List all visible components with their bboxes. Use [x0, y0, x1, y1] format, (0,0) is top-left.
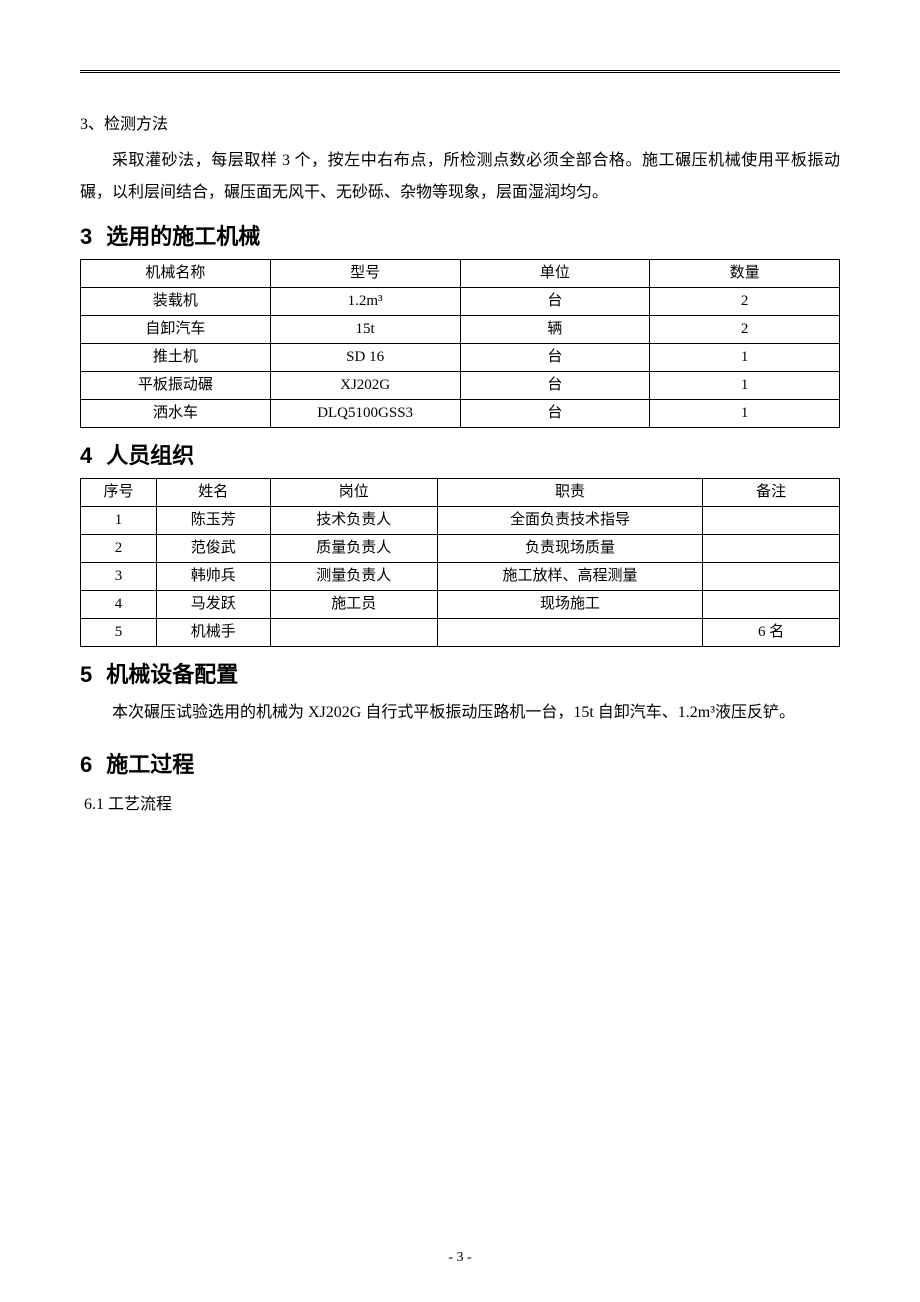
heading-number: 5 — [80, 662, 92, 688]
table-header-row: 机械名称型号单位数量 — [81, 260, 840, 288]
table-cell: 范俊武 — [156, 535, 270, 563]
table-row: 装载机1.2m³台2 — [81, 288, 840, 316]
table-header-cell: 数量 — [650, 260, 840, 288]
table-cell: 1.2m³ — [270, 288, 460, 316]
table-cell: 装载机 — [81, 288, 271, 316]
table-header-cell: 单位 — [460, 260, 650, 288]
subheading-detection-method: 3、检测方法 — [80, 109, 840, 141]
table-cell: 2 — [650, 288, 840, 316]
heading-section-5: 5 机械设备配置 — [80, 657, 840, 689]
table-row: 3韩帅兵测量负责人施工放样、高程测量 — [81, 563, 840, 591]
table-header-cell: 岗位 — [270, 479, 437, 507]
table-row: 4马发跃施工员现场施工 — [81, 591, 840, 619]
subheading-6-1: 6.1 工艺流程 — [84, 789, 840, 821]
table-cell: 台 — [460, 400, 650, 428]
table-cell — [703, 535, 840, 563]
table-header-cell: 姓名 — [156, 479, 270, 507]
table-header-cell: 备注 — [703, 479, 840, 507]
heading-number: 6 — [80, 752, 92, 778]
top-double-rule — [80, 70, 840, 73]
table-cell: DLQ5100GSS3 — [270, 400, 460, 428]
heading-number: 4 — [80, 443, 92, 469]
table-row: 推土机SD 16台1 — [81, 344, 840, 372]
table-row: 洒水车DLQ5100GSS3台1 — [81, 400, 840, 428]
table-cell: 台 — [460, 288, 650, 316]
heading-section-3: 3 选用的施工机械 — [80, 219, 840, 251]
table-cell: 3 — [81, 563, 157, 591]
paragraph-detection-method: 采取灌砂法，每层取样 3 个，按左中右布点，所检测点数必须全部合格。施工碾压机械… — [80, 145, 840, 209]
table-cell: 推土机 — [81, 344, 271, 372]
table-cell: 自卸汽车 — [81, 316, 271, 344]
table-cell: 2 — [81, 535, 157, 563]
table-row: 平板振动碾XJ202G台1 — [81, 372, 840, 400]
heading-number: 3 — [80, 224, 92, 250]
page-number: - 3 - — [0, 1250, 920, 1266]
table-row: 自卸汽车15t辆2 — [81, 316, 840, 344]
table-cell: 施工员 — [270, 591, 437, 619]
table-cell: 洒水车 — [81, 400, 271, 428]
table-row: 2范俊武质量负责人负责现场质量 — [81, 535, 840, 563]
table-row: 1陈玉芳技术负责人全面负责技术指导 — [81, 507, 840, 535]
table-header-cell: 职责 — [437, 479, 703, 507]
personnel-table: 序号姓名岗位职责备注 1陈玉芳技术负责人全面负责技术指导2范俊武质量负责人负责现… — [80, 478, 840, 647]
table-header-cell: 序号 — [81, 479, 157, 507]
table-cell: 技术负责人 — [270, 507, 437, 535]
heading-section-4: 4 人员组织 — [80, 438, 840, 470]
heading-section-6: 6 施工过程 — [80, 747, 840, 779]
table-cell: 1 — [650, 372, 840, 400]
table-cell: 机械手 — [156, 619, 270, 647]
table-header-cell: 型号 — [270, 260, 460, 288]
table-header-row: 序号姓名岗位职责备注 — [81, 479, 840, 507]
table-cell: 辆 — [460, 316, 650, 344]
table-cell: 质量负责人 — [270, 535, 437, 563]
table-cell: 1 — [81, 507, 157, 535]
table-cell: 1 — [650, 400, 840, 428]
table-cell — [703, 507, 840, 535]
table-cell: 平板振动碾 — [81, 372, 271, 400]
table-cell: 负责现场质量 — [437, 535, 703, 563]
table-cell: 现场施工 — [437, 591, 703, 619]
heading-text: 机械设备配置 — [106, 662, 238, 687]
table-cell: 5 — [81, 619, 157, 647]
machinery-table: 机械名称型号单位数量 装载机1.2m³台2自卸汽车15t辆2推土机SD 16台1… — [80, 259, 840, 428]
table-cell: XJ202G — [270, 372, 460, 400]
table-cell: 15t — [270, 316, 460, 344]
table-cell: 2 — [650, 316, 840, 344]
table-cell: 施工放样、高程测量 — [437, 563, 703, 591]
heading-text: 施工过程 — [106, 752, 194, 777]
paragraph-equipment-config: 本次碾压试验选用的机械为 XJ202G 自行式平板振动压路机一台，15t 自卸汽… — [80, 697, 840, 729]
heading-text: 人员组织 — [106, 443, 194, 468]
table-cell: 6 名 — [703, 619, 840, 647]
table-row: 5机械手 6 名 — [81, 619, 840, 647]
table-cell — [437, 619, 703, 647]
table-cell — [703, 563, 840, 591]
table-cell: 马发跃 — [156, 591, 270, 619]
document-page: 3、检测方法 采取灌砂法，每层取样 3 个，按左中右布点，所检测点数必须全部合格… — [0, 0, 920, 1302]
table-cell: SD 16 — [270, 344, 460, 372]
table-cell: 韩帅兵 — [156, 563, 270, 591]
table-cell: 全面负责技术指导 — [437, 507, 703, 535]
table-cell — [703, 591, 840, 619]
table-cell — [270, 619, 437, 647]
table-cell: 1 — [650, 344, 840, 372]
heading-text: 选用的施工机械 — [106, 224, 260, 249]
table-header-cell: 机械名称 — [81, 260, 271, 288]
table-cell: 台 — [460, 372, 650, 400]
table-cell: 4 — [81, 591, 157, 619]
table-cell: 测量负责人 — [270, 563, 437, 591]
table-cell: 台 — [460, 344, 650, 372]
table-cell: 陈玉芳 — [156, 507, 270, 535]
